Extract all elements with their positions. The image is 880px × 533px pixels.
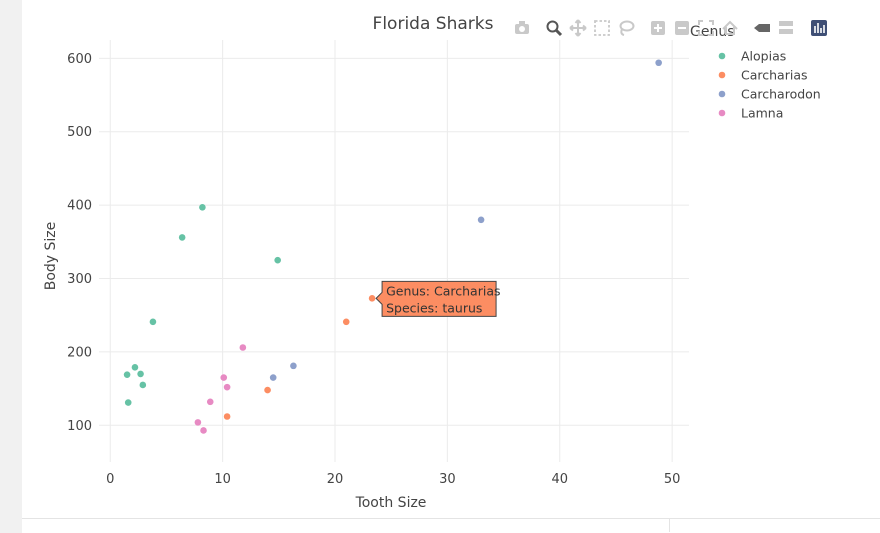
data-point-alopias[interactable]: [149, 318, 157, 326]
data-point-carcharodon[interactable]: [655, 59, 662, 67]
y-tick-label: 100: [67, 419, 92, 434]
legend-marker-alopias: [718, 52, 726, 60]
data-point-lamna[interactable]: [200, 427, 207, 434]
lasso-icon[interactable]: [619, 20, 635, 36]
legend-item-lamna[interactable]: Lamna: [741, 106, 783, 121]
data-point-lamna[interactable]: [223, 383, 231, 391]
x-tick-label: 0: [106, 472, 114, 487]
data-point-alopias[interactable]: [139, 381, 147, 389]
zoom-handle: [554, 28, 563, 37]
x-tick-label: 10: [214, 472, 231, 487]
box-select-icon[interactable]: [594, 20, 610, 36]
x-tick-label: 50: [664, 472, 681, 487]
data-point-carcharias[interactable]: [342, 318, 350, 326]
hover-line: Species: taurus: [386, 300, 482, 315]
x-tick-label: 20: [327, 472, 344, 487]
data-points: [123, 59, 662, 434]
compare-bar-bottom: [779, 29, 793, 34]
autoscale-icon[interactable]: [698, 20, 714, 36]
data-point-carcharodon[interactable]: [290, 362, 297, 370]
hover-label: Genus: Carcharias Species: taurus: [375, 280, 501, 317]
data-point-carcharias[interactable]: [368, 295, 376, 302]
legend-item-carcharodon[interactable]: Carcharodon: [741, 87, 821, 102]
legend-marker-lamna: [718, 109, 726, 117]
data-point-carcharias[interactable]: [223, 413, 231, 420]
house-shape: [722, 20, 738, 35]
data-point-alopias[interactable]: [124, 399, 132, 406]
zoom-out-icon[interactable]: [675, 21, 689, 35]
y-axis-title: Body Size: [43, 222, 59, 291]
data-point-alopias[interactable]: [131, 364, 139, 371]
camera-icon[interactable]: [515, 21, 529, 34]
data-point-carcharias[interactable]: [264, 386, 271, 394]
y-tick-label: 400: [67, 199, 92, 214]
grid: [99, 40, 689, 462]
bottom-strip: [22, 518, 880, 533]
data-point-alopias[interactable]: [274, 256, 281, 264]
x-tick-label: 40: [551, 472, 568, 487]
box-outline: [594, 20, 610, 36]
compare-bar-top: [779, 21, 793, 26]
spike-lines-icon[interactable]: [754, 24, 770, 32]
data-point-carcharodon[interactable]: [269, 374, 277, 381]
data-point-alopias[interactable]: [178, 234, 186, 241]
hover-line: Genus: Carcharias: [386, 283, 500, 298]
data-point-alopias[interactable]: [123, 371, 131, 378]
legend-item-carcharias[interactable]: Carcharias: [741, 68, 808, 83]
hover-box: [375, 280, 497, 317]
plot-panel: [22, 0, 880, 518]
x-axis-ticks: 0 10 20 30 40 50: [106, 472, 680, 487]
data-point-lamna[interactable]: [206, 398, 214, 406]
data-point-lamna[interactable]: [220, 374, 228, 381]
data-point-lamna[interactable]: [239, 344, 247, 351]
y-tick-label: 200: [67, 345, 92, 360]
zoom-lens: [546, 20, 559, 33]
y-tick-label: 600: [67, 52, 92, 67]
data-point-carcharodon[interactable]: [477, 216, 485, 224]
chart-title: Florida Sharks: [373, 14, 494, 34]
spike-shape: [754, 24, 770, 32]
zoom-in-icon[interactable]: [651, 21, 665, 35]
lasso-loop: [619, 20, 635, 32]
camera-top: [519, 21, 525, 24]
data-point-lamna[interactable]: [194, 419, 202, 426]
y-tick-label: 500: [67, 125, 92, 140]
reset-axes-icon[interactable]: [722, 20, 738, 35]
y-tick-label: 300: [67, 272, 92, 287]
x-axis-title: Tooth Size: [355, 495, 427, 511]
legend-marker-carcharodon: [718, 90, 726, 98]
bottom-divider: [669, 518, 670, 532]
legend-item-alopias[interactable]: Alopias: [741, 49, 786, 64]
data-point-alopias[interactable]: [199, 204, 206, 211]
plus-sign: [654, 24, 662, 32]
modebar: [515, 19, 827, 37]
legend-marker-carcharias: [718, 71, 726, 79]
hover-compare-icon[interactable]: [811, 20, 827, 36]
data-point-alopias[interactable]: [137, 370, 144, 378]
lasso-tail: [620, 28, 625, 36]
autoscale-corners: [698, 20, 714, 36]
hover-closest-icon[interactable]: [779, 21, 793, 34]
zoom-icon[interactable]: [546, 20, 563, 37]
y-axis-ticks: 100 200 300 400 500 600: [67, 52, 92, 434]
camera-lens: [519, 26, 525, 32]
x-tick-label: 30: [439, 472, 456, 487]
pan-icon[interactable]: [569, 19, 587, 37]
pan-arrows: [569, 19, 587, 37]
